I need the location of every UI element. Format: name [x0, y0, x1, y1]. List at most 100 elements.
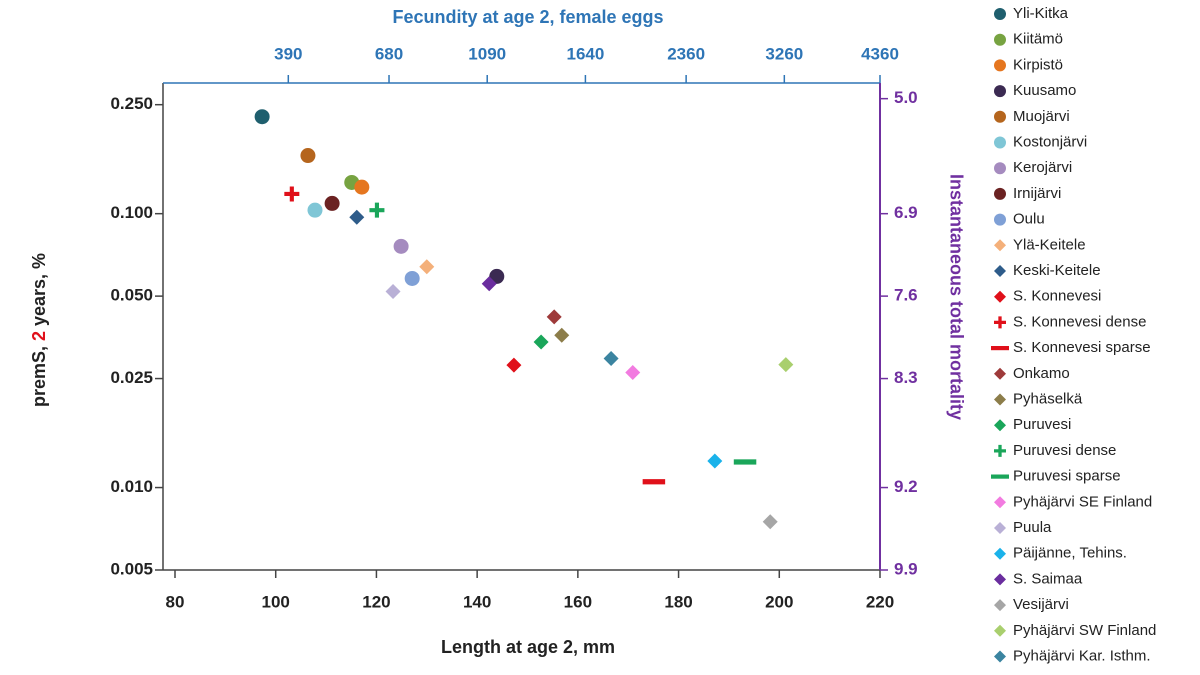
legend-marker — [991, 346, 1009, 351]
legend-label: Yli-Kitka — [1013, 5, 1069, 22]
legend-marker — [994, 599, 1006, 612]
x2-tick-label: 1090 — [468, 44, 506, 63]
x-tick-label: 120 — [362, 592, 390, 611]
y-tick-label: 0.050 — [110, 286, 153, 305]
x2-tick-label: 390 — [274, 44, 302, 63]
legend-label: Pyhäjärvi SE Finland — [1013, 493, 1152, 510]
y-tick-label: 0.010 — [110, 477, 153, 496]
y2-tick-label: 8.3 — [894, 368, 918, 387]
legend-marker — [994, 367, 1006, 380]
point — [642, 479, 666, 485]
x-tick-label: 140 — [463, 592, 491, 611]
legend-label: Päijänne, Tehins. — [1013, 545, 1127, 562]
legend-marker — [991, 474, 1009, 479]
y2-axis-label: Instantaneous total mortality — [946, 174, 966, 420]
legend-label: Kiitämö — [1013, 31, 1063, 48]
legend-marker — [994, 136, 1006, 149]
point — [506, 357, 522, 373]
point — [707, 453, 723, 469]
legend-marker — [994, 522, 1006, 534]
legend-label: Pyhäselkä — [1013, 390, 1083, 407]
legend-marker — [994, 8, 1006, 20]
x-tick-label: 220 — [866, 592, 894, 611]
legend-label: Puula — [1013, 519, 1052, 536]
x-tick-label: 80 — [166, 592, 185, 611]
legend-marker — [994, 496, 1006, 509]
legend-marker — [994, 85, 1006, 98]
y-tick-label: 0.005 — [110, 559, 153, 578]
point — [603, 350, 619, 366]
legend-label: Puruvesi — [1013, 416, 1071, 433]
legend-label: Vesijärvi — [1013, 596, 1069, 613]
y-tick-label: 0.250 — [110, 94, 153, 113]
legend-label: Kostonjärvi — [1013, 133, 1087, 150]
legend-label: Kuusamo — [1013, 82, 1076, 99]
y-tick-label: 0.025 — [110, 368, 153, 387]
point — [762, 514, 778, 530]
legend-marker — [994, 59, 1006, 72]
legend-marker — [994, 573, 1006, 586]
point — [419, 259, 435, 275]
x2-tick-label: 680 — [375, 44, 403, 63]
legend-label: Ylä-Keitele — [1013, 236, 1086, 253]
y-tick-label: 0.100 — [110, 203, 153, 222]
legend-label: Irnijärvi — [1013, 185, 1061, 202]
y2-tick-label: 5.0 — [894, 88, 918, 107]
legend-marker — [994, 162, 1006, 175]
legend-marker — [994, 290, 1006, 303]
legend-marker — [994, 444, 1006, 457]
point — [369, 202, 385, 218]
legend-label: Kerojärvi — [1013, 159, 1072, 176]
point — [481, 276, 497, 292]
legend-label: S. Konnevesi sparse — [1013, 339, 1151, 356]
point — [385, 283, 401, 299]
legend-marker — [994, 393, 1006, 406]
y-label-part: years, % — [29, 253, 49, 331]
point — [349, 209, 365, 225]
point — [625, 365, 641, 381]
legend-marker — [994, 187, 1006, 200]
point — [404, 270, 420, 286]
legend-marker — [994, 239, 1006, 252]
point — [324, 195, 340, 211]
point — [354, 179, 370, 195]
y-axis-label: premS, 2 years, % — [29, 253, 49, 407]
legend-label: Muojärvi — [1013, 108, 1070, 125]
y2-tick-label: 9.2 — [894, 477, 918, 496]
point — [533, 334, 549, 350]
point — [307, 202, 323, 218]
x2-axis-label: Fecundity at age 2, female eggs — [392, 7, 663, 27]
point — [254, 109, 270, 125]
x-tick-label: 200 — [765, 592, 793, 611]
point — [733, 459, 757, 465]
legend-label: Keski-Keitele — [1013, 262, 1101, 279]
legend-label: Kirpistö — [1013, 56, 1063, 73]
legend-label: Pyhäjärvi SW Finland — [1013, 622, 1156, 639]
point — [284, 186, 300, 202]
x-tick-label: 180 — [664, 592, 692, 611]
point — [554, 327, 570, 343]
legend-marker — [994, 110, 1006, 123]
x-axis-label: Length at age 2, mm — [441, 637, 615, 657]
y-label-part: premS, — [29, 341, 49, 407]
legend-label: Oulu — [1013, 211, 1045, 228]
legend-marker — [994, 419, 1006, 432]
y2-tick-label: 6.9 — [894, 203, 918, 222]
legend-marker — [994, 547, 1006, 560]
legend-marker — [994, 650, 1006, 663]
legend-label: Puruvesi dense — [1013, 442, 1116, 459]
legend-label: S. Saimaa — [1013, 570, 1083, 587]
x2-tick-label: 4360 — [861, 44, 899, 63]
legend-label: S. Konnevesi — [1013, 288, 1101, 305]
point — [300, 148, 316, 164]
point — [778, 357, 794, 373]
legend-label: S. Konnevesi dense — [1013, 313, 1146, 330]
legend-label: Pyhäjärvi Kar. Isthm. — [1013, 647, 1151, 664]
point — [546, 309, 562, 325]
x2-tick-label: 3260 — [765, 44, 803, 63]
x-tick-label: 160 — [564, 592, 592, 611]
x-tick-label: 100 — [262, 592, 290, 611]
x2-tick-label: 2360 — [667, 44, 705, 63]
legend-marker — [994, 624, 1006, 637]
